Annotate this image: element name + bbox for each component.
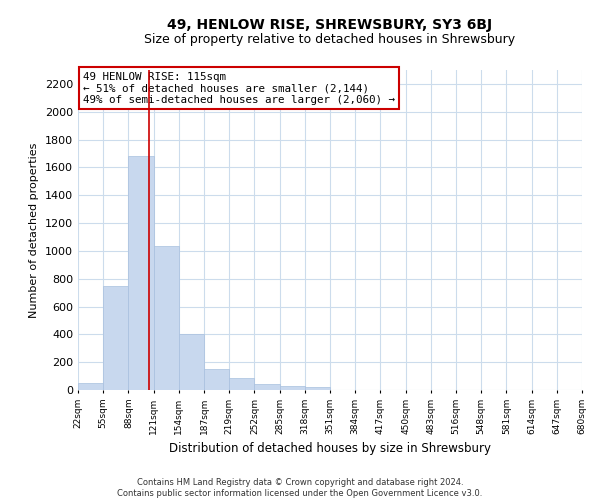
Bar bbox=[305, 388, 330, 390]
Text: 49, HENLOW RISE, SHREWSBURY, SY3 6BJ: 49, HENLOW RISE, SHREWSBURY, SY3 6BJ bbox=[167, 18, 493, 32]
X-axis label: Distribution of detached houses by size in Shrewsbury: Distribution of detached houses by size … bbox=[169, 442, 491, 456]
Bar bbox=[254, 384, 280, 390]
Bar bbox=[78, 383, 103, 390]
Y-axis label: Number of detached properties: Number of detached properties bbox=[29, 142, 40, 318]
Bar bbox=[103, 286, 128, 390]
Bar bbox=[154, 246, 179, 390]
Bar bbox=[179, 334, 204, 390]
Text: Size of property relative to detached houses in Shrewsbury: Size of property relative to detached ho… bbox=[145, 32, 515, 46]
Bar bbox=[204, 370, 229, 390]
Text: 49 HENLOW RISE: 115sqm
← 51% of detached houses are smaller (2,144)
49% of semi-: 49 HENLOW RISE: 115sqm ← 51% of detached… bbox=[83, 72, 395, 105]
Bar bbox=[128, 156, 154, 390]
Text: Contains HM Land Registry data © Crown copyright and database right 2024.
Contai: Contains HM Land Registry data © Crown c… bbox=[118, 478, 482, 498]
Bar bbox=[280, 386, 305, 390]
Bar bbox=[229, 378, 254, 390]
